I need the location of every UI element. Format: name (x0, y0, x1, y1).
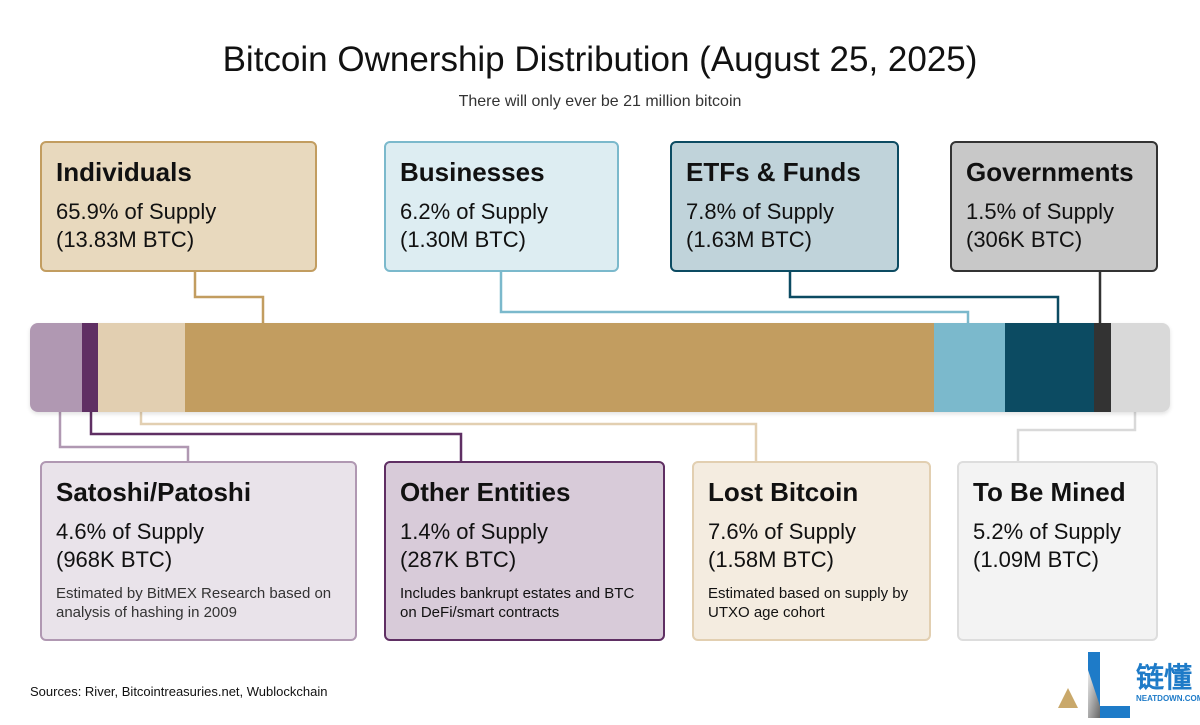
box-note: Estimated by BitMEX Research based on an… (56, 585, 332, 621)
box-title: Individuals (56, 157, 192, 187)
connector-other (89, 412, 463, 461)
box-title: Other Entities (400, 477, 571, 507)
box-businesses: Businesses 6.2% of Supply (1.30M BTC) (384, 141, 619, 272)
connector-businesses (499, 272, 970, 323)
segment-etfs-funds (1004, 323, 1094, 412)
box-title: ETFs & Funds (686, 157, 861, 187)
segment-businesses (934, 323, 1005, 412)
box-amount: (968K BTC) (56, 547, 173, 572)
connector-lost (139, 412, 758, 461)
box-amount: (287K BTC) (400, 547, 517, 572)
box-amount: (1.58M BTC) (708, 547, 834, 572)
segment-other-entities (82, 323, 99, 412)
logo-mark-icon (1058, 652, 1130, 718)
box-title: Satoshi/Patoshi (56, 477, 252, 507)
segment-lost-bitcoin (98, 323, 185, 412)
box-title: Governments (966, 157, 1134, 187)
box-satoshi: Satoshi/Patoshi 4.6% of Supply (968K BTC… (40, 461, 357, 641)
connector-satoshi (58, 412, 190, 461)
box-note: Estimated based on supply by UTXO age co… (708, 585, 909, 621)
connector-mined (1016, 412, 1137, 461)
box-share: 5.2% of Supply (973, 519, 1121, 544)
box-amount: (306K BTC) (966, 227, 1083, 252)
segment-governments (1093, 323, 1111, 412)
box-share: 65.9% of Supply (56, 199, 217, 224)
segment-individuals (184, 323, 935, 412)
box-amount: (1.30M BTC) (400, 227, 526, 252)
box-amount: (1.09M BTC) (973, 547, 1099, 572)
box-note: Includes bankrupt estates and BTC on DeF… (400, 585, 635, 621)
logo-text: 链懂 (1136, 662, 1193, 693)
box-governments: Governments 1.5% of Supply (306K BTC) (950, 141, 1158, 272)
box-title: Lost Bitcoin (708, 477, 859, 507)
box-amount: (1.63M BTC) (686, 227, 812, 252)
box-share: 1.4% of Supply (400, 519, 548, 544)
box-other: Other Entities 1.4% of Supply (287K BTC)… (384, 461, 665, 641)
connector-individuals (193, 272, 265, 323)
box-amount: (13.83M BTC) (56, 227, 195, 252)
box-etfs: ETFs & Funds 7.8% of Supply (1.63M BTC) (670, 141, 899, 272)
supply-bar (30, 323, 1170, 412)
box-title: To Be Mined (973, 477, 1126, 507)
subtitle: There will only ever be 21 million bitco… (458, 93, 742, 110)
box-share: 1.5% of Supply (966, 199, 1114, 224)
box-title: Businesses (400, 157, 545, 187)
page-title: Bitcoin Ownership Distribution (August 2… (222, 40, 978, 79)
logo-domain: NEATDOWN.COM (1136, 694, 1200, 703)
box-mined: To Be Mined 5.2% of Supply (1.09M BTC) (957, 461, 1158, 641)
logo: 链懂 NEATDOWN.COM (1050, 650, 1200, 720)
sources: Sources: River, Bitcointreasuries.net, W… (30, 684, 328, 699)
box-lost: Lost Bitcoin 7.6% of Supply (1.58M BTC) … (692, 461, 931, 641)
box-share: 7.6% of Supply (708, 519, 856, 544)
box-share: 4.6% of Supply (56, 519, 204, 544)
segment-to-be-mined (1110, 323, 1170, 412)
box-share: 7.8% of Supply (686, 199, 834, 224)
box-individuals: Individuals 65.9% of Supply (13.83M BTC) (40, 141, 317, 272)
connector-etfs (788, 272, 1060, 323)
segment-satoshi-patoshi (30, 323, 83, 412)
box-share: 6.2% of Supply (400, 199, 548, 224)
